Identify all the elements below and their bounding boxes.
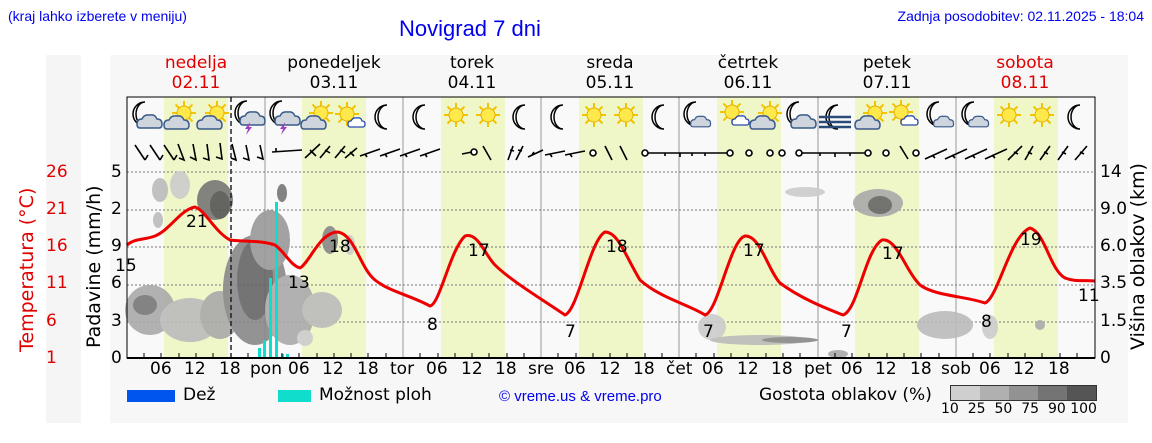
x-tick: 06	[150, 359, 172, 379]
temperature-axis-title: Temperatura (°C)	[16, 187, 38, 352]
day-header-5: petek 07.11	[862, 53, 912, 93]
temp-tick: 11	[46, 273, 68, 293]
shower-legend-label: Možnost ploh	[319, 385, 432, 405]
temp-tick: 21	[46, 199, 68, 219]
cloud-density-label: Gostota oblakov (%)	[759, 385, 932, 405]
cloud-height-tick: 3.5	[1100, 273, 1128, 293]
temp-label: 7	[565, 322, 576, 342]
page-title: Novigrad 7 dni	[399, 16, 541, 41]
temp-label: 21	[186, 212, 208, 232]
temp-label: 8	[427, 315, 438, 335]
temperature-line	[126, 205, 1096, 317]
x-tick: tor	[390, 359, 415, 379]
cloud-height-tick: 14	[1100, 162, 1122, 182]
x-tick: pon	[250, 359, 282, 379]
cloud-density-scale	[950, 385, 1097, 401]
x-tick: 06	[288, 359, 310, 379]
precip-tick: 5	[111, 162, 122, 182]
day-header-3: sreda 05.11	[585, 53, 635, 93]
precip-tick: 9	[111, 236, 122, 256]
x-tick: 12	[184, 359, 206, 379]
x-tick: 06	[426, 359, 448, 379]
x-tick: pet	[804, 359, 832, 379]
sun-icon	[613, 102, 639, 128]
temp-tick: 1	[46, 348, 57, 368]
temp-label: 18	[329, 237, 351, 257]
temp-label: 17	[468, 241, 490, 261]
sun-icon	[443, 102, 469, 128]
temp-tick: 6	[46, 311, 57, 331]
cloud-height-tick: 0	[1100, 348, 1111, 368]
moon-fog-icon	[819, 104, 851, 130]
temp-label: 19	[1020, 230, 1042, 250]
x-tick: 18	[633, 359, 655, 379]
cloud-height-tick: 6.0	[1100, 236, 1128, 256]
x-tick: 18	[771, 359, 793, 379]
sun-icon	[1029, 102, 1055, 128]
temp-label: 17	[743, 241, 765, 261]
x-tick: 12	[461, 359, 483, 379]
x-tick: 12	[737, 359, 759, 379]
x-tick: 06	[564, 359, 586, 379]
day-header-0: nedelja 02.11	[164, 53, 228, 93]
precip-tick: 2	[111, 199, 122, 219]
sun-icon	[581, 102, 607, 128]
left-panel	[46, 55, 81, 423]
x-tick: 18	[357, 359, 379, 379]
x-tick: 06	[979, 359, 1001, 379]
wind-barbs	[134, 142, 1088, 162]
x-tick: sob	[941, 359, 972, 379]
day-header-1: ponedeljek 03.11	[287, 53, 381, 93]
rain-legend-label: Dež	[183, 385, 216, 405]
cloud-height-axis-title: Višina oblakov (km)	[1127, 163, 1149, 350]
shower-legend-swatch	[278, 390, 311, 402]
precip-tick: 3	[111, 311, 122, 331]
temp-label: 8	[981, 312, 992, 332]
cloud-height-tick: 9.0	[1100, 199, 1128, 219]
precip-axis-title: Padavine (mm/h)	[83, 185, 105, 348]
x-tick: 12	[1013, 359, 1035, 379]
copyright-link[interactable]: © vreme.us & vreme.pro	[499, 388, 662, 405]
x-tick: 18	[910, 359, 932, 379]
rain-legend-swatch	[127, 390, 175, 402]
day-header-2: torek 04.11	[447, 53, 497, 93]
temp-label: 13	[288, 273, 310, 293]
x-tick: sre	[528, 359, 554, 379]
temp-label: 11	[1078, 286, 1100, 306]
temp-label: 7	[841, 322, 852, 342]
x-tick: 18	[1048, 359, 1070, 379]
x-tick: 12	[322, 359, 344, 379]
temp-tick: 26	[46, 162, 68, 182]
last-update: Zadnja posodobitev: 02.11.2025 - 18:04	[897, 8, 1144, 24]
temp-tick: 16	[46, 236, 68, 256]
x-tick: čet	[666, 359, 693, 379]
x-tick: 12	[875, 359, 897, 379]
day-header-6: sobota 08.11	[996, 53, 1054, 93]
temp-label: 18	[606, 237, 628, 257]
temp-label: 17	[882, 244, 904, 264]
location-hint: (kraj lahko izberete v meniju)	[8, 8, 187, 24]
temp-label: 15	[115, 256, 137, 276]
x-tick: 06	[841, 359, 863, 379]
sun-icon	[996, 102, 1022, 128]
cloud-height-tick: 1.5	[1100, 311, 1128, 331]
x-tick: 12	[599, 359, 621, 379]
x-tick: 18	[219, 359, 241, 379]
sun-icon	[475, 102, 501, 128]
x-tick: 06	[702, 359, 724, 379]
day-header-4: četrtek 06.11	[717, 53, 779, 93]
cloud-density-ticks: 10 25 50 75 90 100	[941, 401, 1097, 417]
x-tick: 18	[495, 359, 517, 379]
precip-tick: 0	[111, 348, 122, 368]
weather-icons	[132, 99, 1081, 135]
precip-tick: 6	[111, 273, 122, 293]
temp-label: 7	[703, 322, 714, 342]
